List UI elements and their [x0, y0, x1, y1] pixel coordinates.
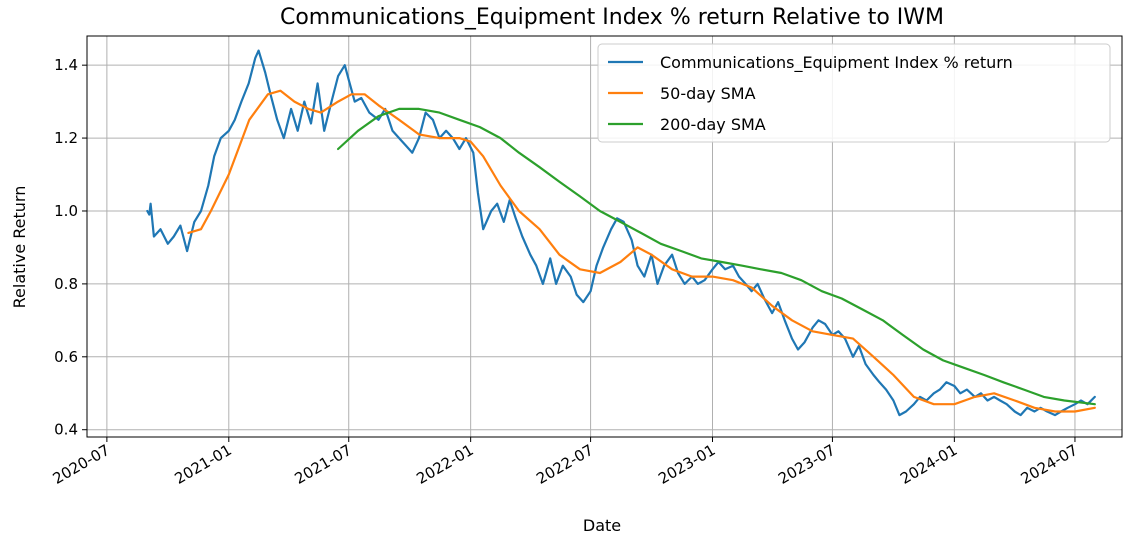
y-tick-label: 1.2: [54, 129, 78, 147]
y-tick-label: 0.4: [54, 421, 78, 439]
x-tick-label: 2024-01: [897, 441, 960, 488]
x-axis-label: Date: [583, 516, 621, 535]
x-tick-label: 2021-01: [172, 441, 235, 488]
x-tick-label: 2024-07: [1018, 441, 1081, 488]
series-line-2: [187, 89, 1096, 413]
y-tick-label: 0.8: [54, 275, 78, 293]
y-axis-label: Relative Return: [10, 186, 29, 309]
y-tick-label: 1.0: [54, 202, 78, 220]
plot-frame: [86, 35, 1123, 438]
legend-label: 200-day SMA: [660, 115, 766, 134]
legend-label: 50-day SMA: [660, 84, 756, 103]
x-tick-label: 2023-01: [655, 441, 718, 488]
x-tick-label: 2021-07: [291, 441, 354, 488]
legend: Communications_Equipment Index % return 5…: [597, 43, 1111, 143]
series-line-1: [146, 49, 1096, 417]
x-tick-label: 2022-01: [413, 441, 476, 488]
chart-title: Communications_Equipment Index % return …: [280, 5, 944, 30]
legend-box: [597, 43, 1111, 143]
legend-label: Communications_Equipment Index % return: [660, 53, 1013, 73]
y-tick-label: 0.6: [54, 348, 78, 366]
y-tick-label: 1.4: [54, 56, 78, 74]
x-tick-label: 2023-07: [775, 441, 838, 488]
series-lines: [146, 49, 1096, 417]
x-tick-label: 2022-07: [533, 441, 596, 488]
x-tick-label: 2020-07: [50, 441, 113, 488]
series-line-3: [337, 107, 1096, 406]
